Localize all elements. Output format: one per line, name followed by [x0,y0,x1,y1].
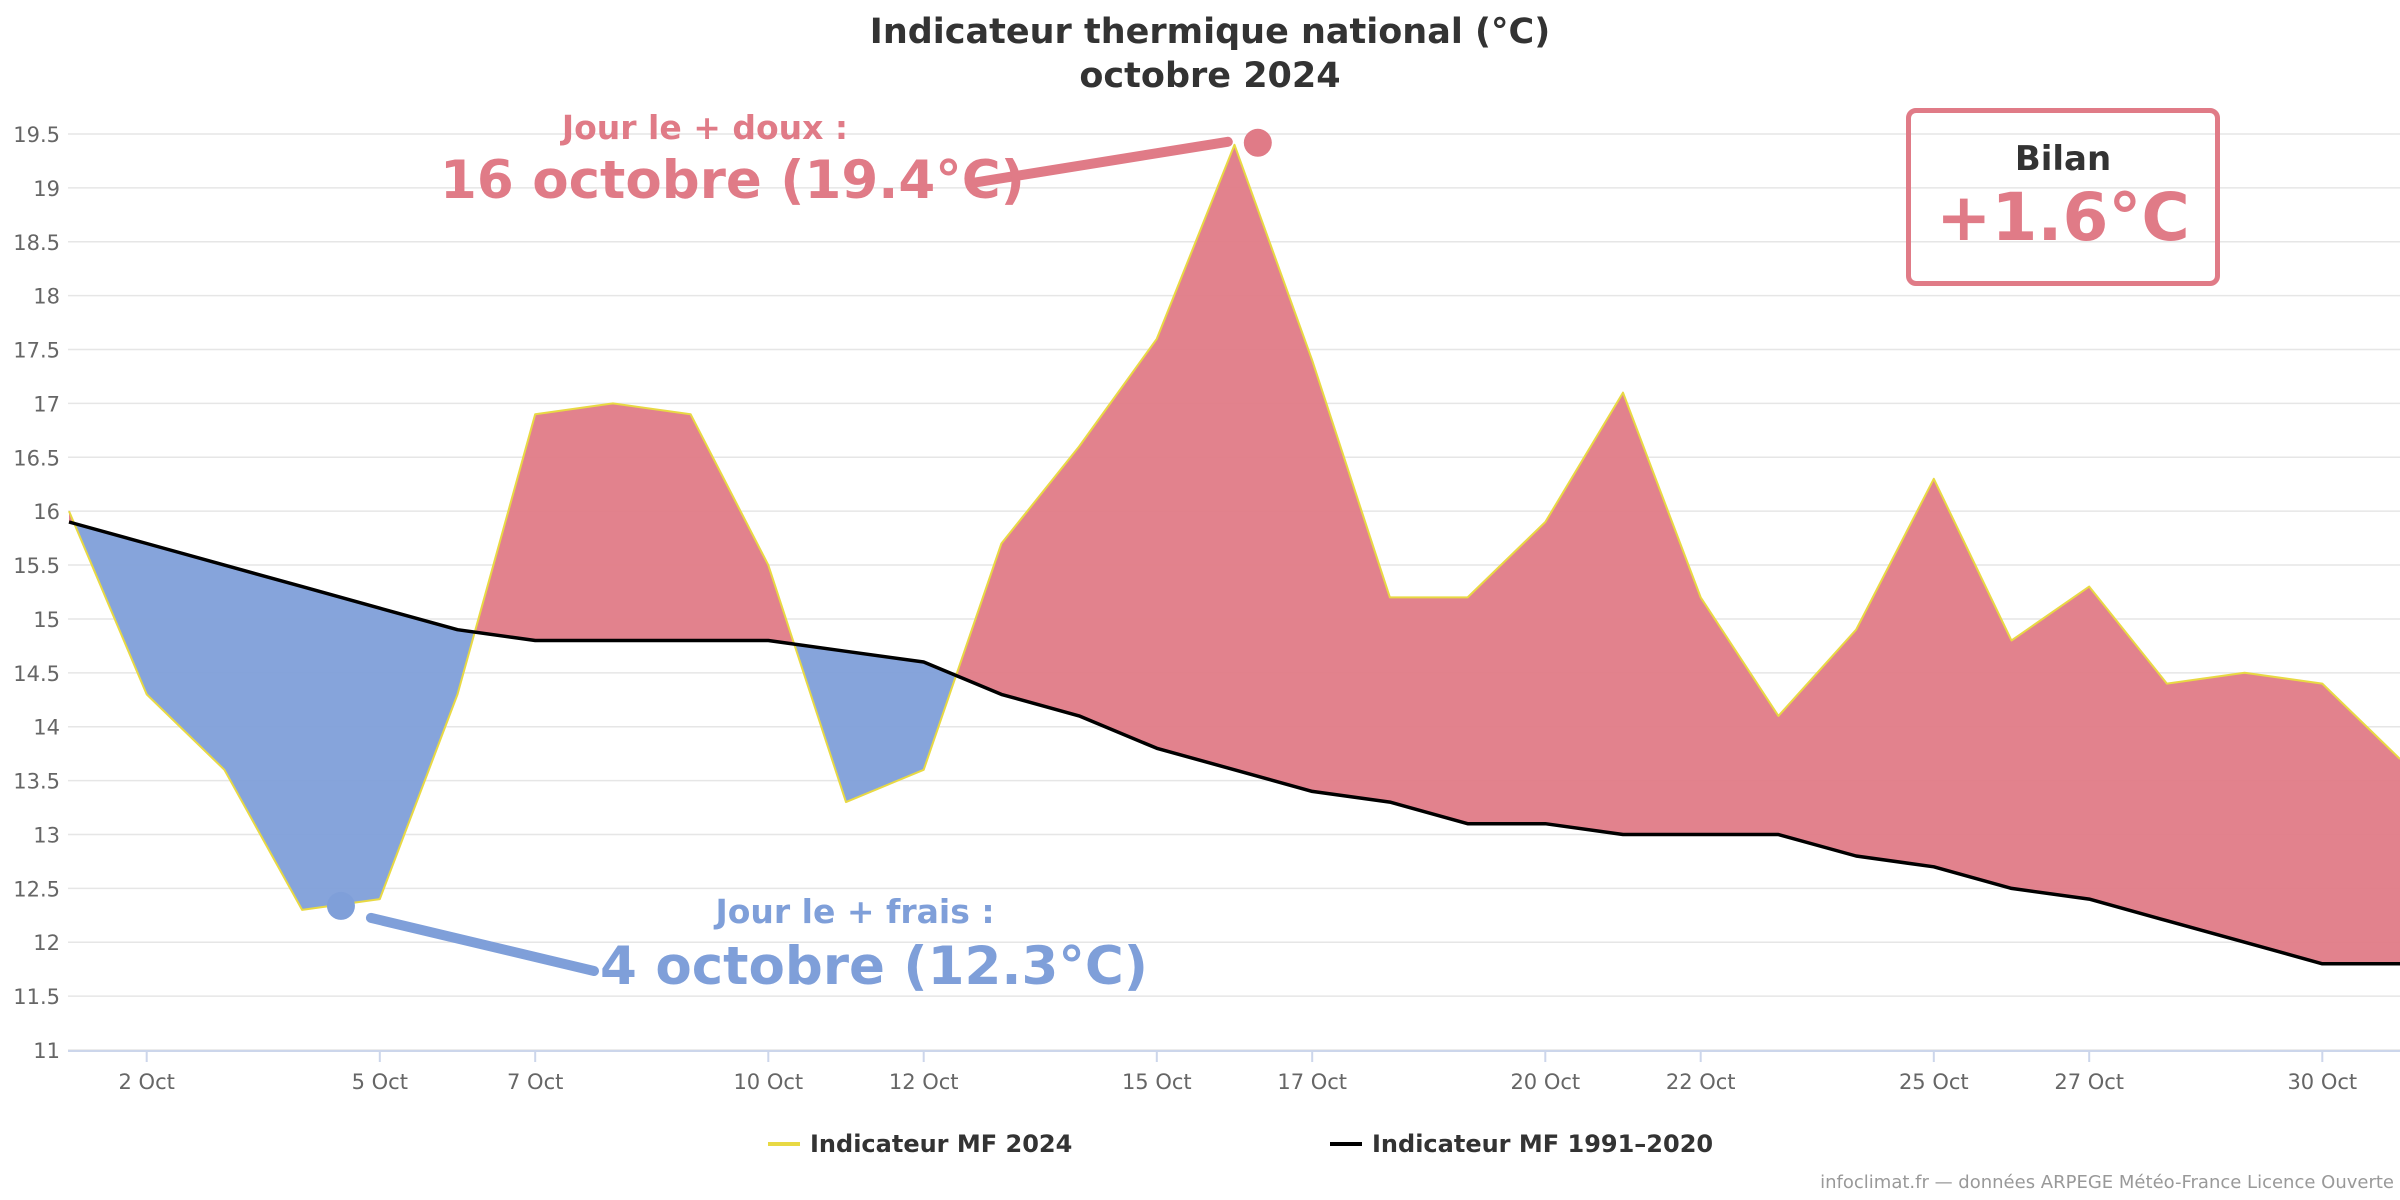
y-tick-label: 18 [33,285,60,309]
y-tick-label: 15.5 [13,554,60,578]
x-tick-label: 7 Oct [507,1070,563,1094]
coolest-day-marker [326,891,355,920]
y-tick-label: 16.5 [13,446,60,470]
line-layer [68,143,2400,966]
y-tick-label: 19 [33,177,60,201]
x-tick-label: 2 Oct [119,1070,175,1094]
y-tick-label: 15 [33,608,60,632]
legend-label-2024: Indicateur MF 2024 [810,1130,1073,1158]
cool-anomaly-area [74,523,475,910]
x-tick-label: 5 Oct [352,1070,408,1094]
x-tick-label: 17 Oct [1277,1070,1347,1094]
coolest-day-value: 4 octobre (12.3°C) [600,936,1148,997]
y-tick-label: 13 [33,823,60,847]
x-tick-label: 30 Oct [2287,1070,2357,1094]
warmest-day-label: Jour le + doux : [561,108,849,147]
warm-anomaly-area [474,403,795,645]
warmest-day-value: 16 octobre (19.4°C) [440,150,1025,211]
y-tick-label: 12.5 [13,877,60,901]
series-line-reference [68,520,2400,966]
summary-label: Bilan [2014,139,2112,179]
credit-link[interactable]: infoclimat.fr — données ARPEGE Météo-Fra… [1820,1172,2394,1193]
series-line-2024 [68,143,2400,911]
y-tick-label: 17.5 [13,339,60,363]
legend-swatch-reference [1330,1142,1362,1146]
y-tick-label: 11 [33,1039,60,1063]
legend-label-reference: Indicateur MF 1991–2020 [1372,1130,1714,1158]
warmest-day-marker [1243,128,1272,157]
y-tick-label: 14 [33,716,60,740]
y-tick-label: 11.5 [13,985,60,1009]
y-tick-label: 12 [33,931,60,955]
annotation-layer [326,128,1272,976]
y-tick-label: 14.5 [13,662,60,686]
y-tick-label: 19.5 [13,123,60,147]
area-layer [69,144,2400,964]
x-tick-label: 15 Oct [1122,1070,1192,1094]
warmest-day-pointer [967,136,1233,188]
coolest-day-pointer [365,912,599,976]
x-tick-label: 25 Oct [1899,1070,1969,1094]
summary-value: +1.6°C [1936,179,2190,256]
warm-anomaly-area [956,144,2400,964]
legend-item-reference[interactable]: Indicateur MF 1991–2020 [1330,1130,1713,1158]
summary-box: Bilan +1.6°C [1906,108,2220,286]
legend-item-2024[interactable]: Indicateur MF 2024 [768,1130,1072,1158]
x-tick-label: 22 Oct [1666,1070,1736,1094]
x-tick-label: 12 Oct [889,1070,959,1094]
cool-anomaly-area [794,644,957,803]
x-tick-label: 10 Oct [733,1070,803,1094]
chart-subtitle: octobre 2024 [1079,56,1341,96]
y-tick-label: 18.5 [13,231,60,255]
x-tick-label: 20 Oct [1510,1070,1580,1094]
y-tick-label: 17 [33,392,60,416]
y-tick-label: 13.5 [13,770,60,794]
axis-layer: 11 11.5 12 12.5 13 13.5 14 14.5 15 15.5 16 16.5 17 17… [13,123,2400,1094]
x-tick-label: 27 Oct [2054,1070,2124,1094]
chart-title: Indicateur thermique national (°C) [869,12,1551,52]
legend-swatch-2024 [768,1142,800,1146]
coolest-day-label: Jour le + frais : [715,892,995,931]
y-tick-label: 16 [33,500,60,524]
